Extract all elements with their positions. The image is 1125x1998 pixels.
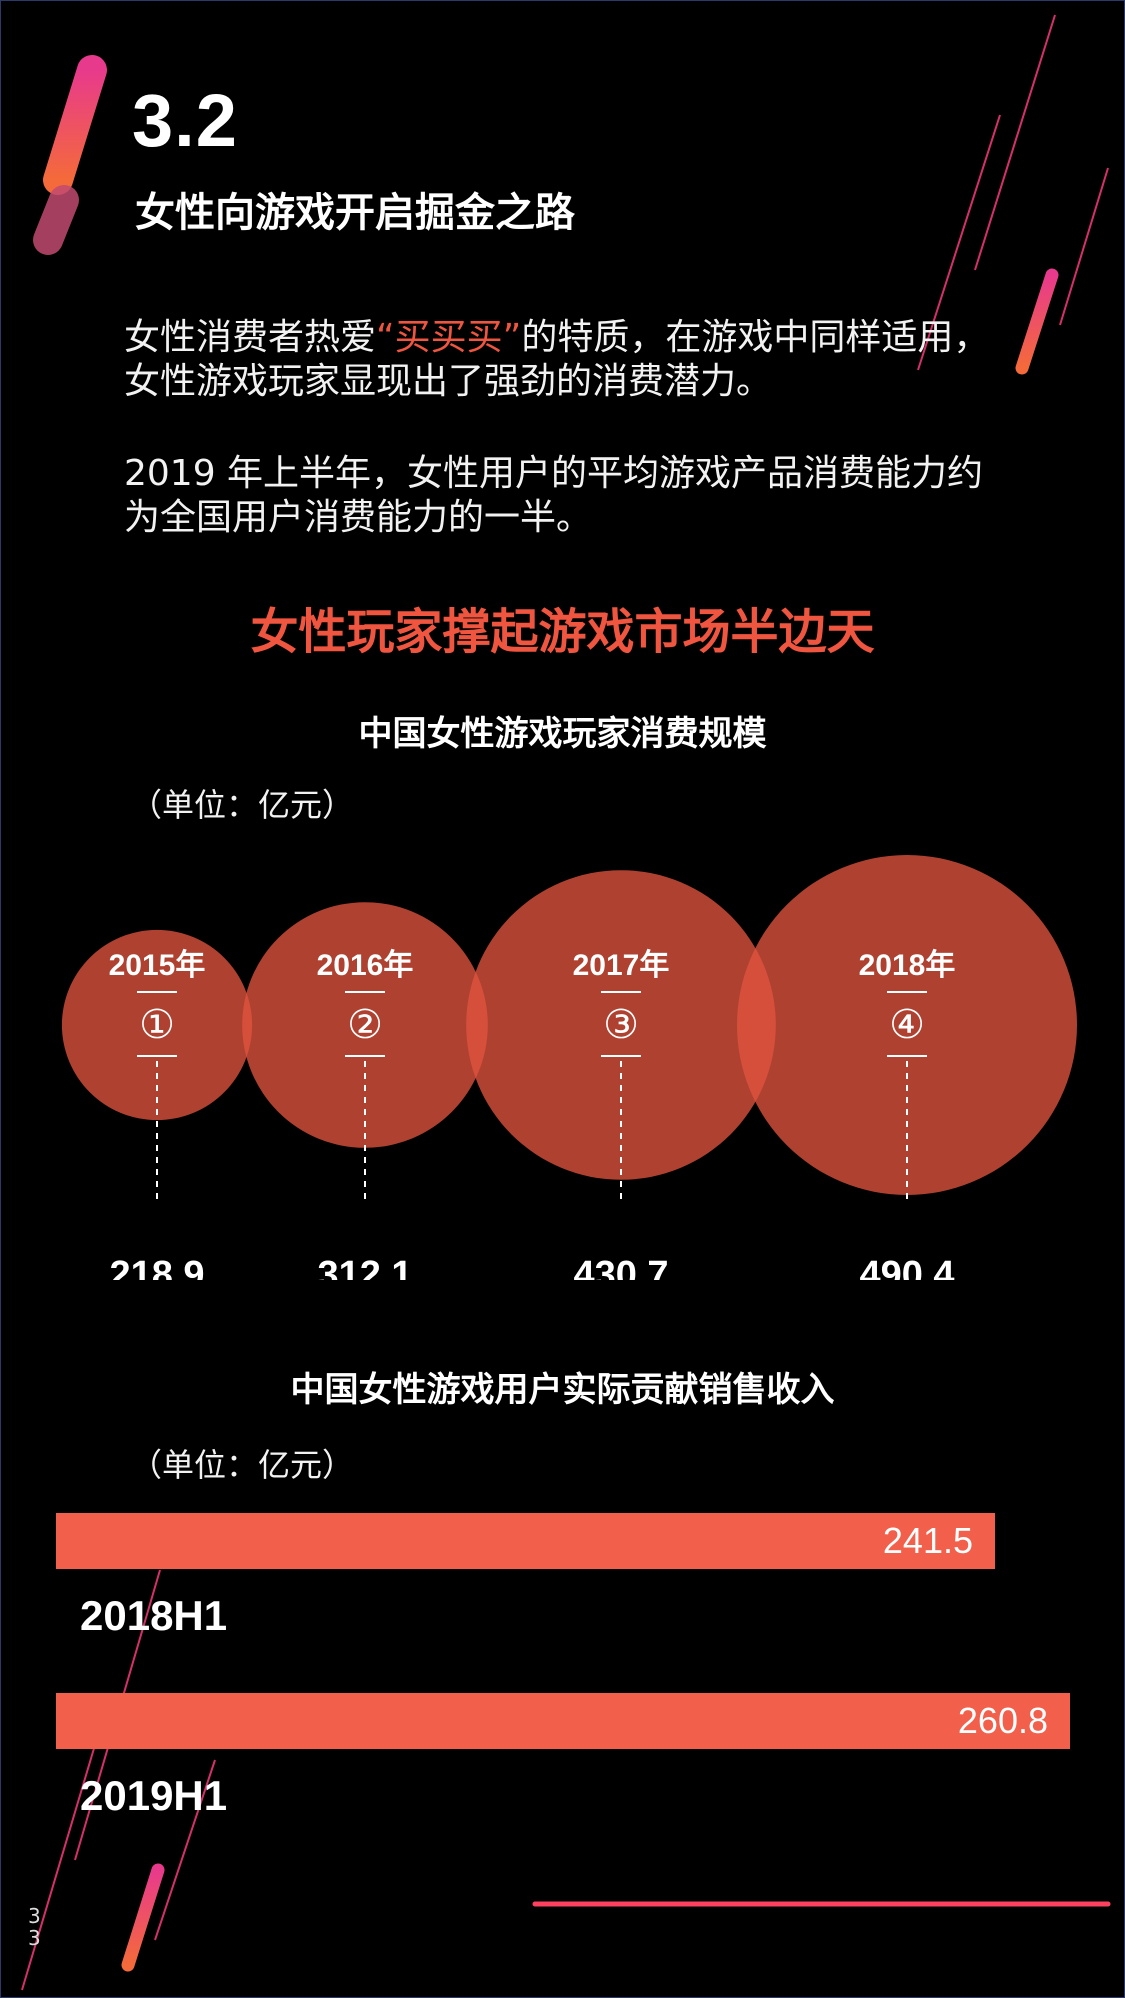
- line-deco: [154, 1759, 216, 1941]
- bubble-chart-title: 中国女性游戏玩家消费规模: [358, 714, 767, 754]
- intro-paragraph-2: 2019 年上半年，女性用户的平均游戏产品消费能力约为全国用户消费能力的一半。: [124, 453, 984, 538]
- bar-2019H1: [56, 1693, 1070, 1749]
- bubble-value-label: 430.7: [573, 1254, 668, 1280]
- bar-chart-title: 中国女性游戏用户实际贡献销售收入: [290, 1370, 835, 1410]
- bubble-2018年: [737, 855, 1077, 1195]
- bubble-marker: ①: [139, 1002, 175, 1048]
- bubble-year-label: 2018年: [859, 949, 956, 982]
- bubble-marker: ③: [603, 1002, 639, 1048]
- pill-deco: [1015, 268, 1059, 375]
- bar-category-label: 2018H1: [80, 1592, 227, 1639]
- bubble-2017年: [466, 870, 776, 1180]
- bubble-chart-unit: （单位：亿元）: [130, 786, 355, 824]
- section-number: 3.2: [132, 79, 238, 162]
- intro-highlight: “买买买”: [376, 317, 522, 358]
- line-deco: [1059, 167, 1109, 326]
- bubble-value-label: 218.9: [109, 1254, 204, 1280]
- line-deco: [21, 1744, 96, 1991]
- page-number: 33: [28, 1904, 41, 1950]
- headline: 女性玩家撑起游戏市场半边天: [250, 604, 875, 660]
- bubble-year-label: 2016年: [317, 949, 414, 982]
- bubble-year-label: 2017年: [573, 949, 670, 982]
- bar-value-label: 260.8: [958, 1700, 1048, 1741]
- bubble-2015年: [61, 929, 253, 1121]
- bubble-value-label: 312.1: [317, 1254, 412, 1280]
- pill-deco: [43, 55, 107, 195]
- bubble-year-label: 2015年: [109, 949, 206, 982]
- bubble-value-label: 490.4: [859, 1254, 954, 1280]
- bubble-2016年: [242, 902, 488, 1148]
- bar-chart: 241.5 2018H1 260.8 2019H1: [56, 1513, 1070, 1819]
- bubble-marker: ④: [889, 1002, 925, 1048]
- intro-text-after: 的特质，在游戏中同样适用，女性游戏玩家显现出了强劲的消费潜力。: [124, 317, 990, 402]
- line-deco: [974, 14, 1056, 271]
- bar-chart-unit: （单位：亿元）: [130, 1446, 355, 1484]
- section-title: 女性向游戏开启掘金之路: [135, 190, 575, 236]
- line-deco: [917, 114, 1001, 371]
- intro-text-before: 女性消费者热爱: [124, 317, 377, 358]
- bubble-chart: 2015年 ① 218.9 2016年 ② 312.1 2017年 ③ 430.7 2018年 ④ 4…: [61, 855, 1077, 1280]
- bar-category-label: 2019H1: [80, 1772, 227, 1819]
- pill-deco: [33, 185, 79, 255]
- bar-value-label: 241.5: [883, 1520, 973, 1561]
- bar-2018H1: [56, 1513, 995, 1569]
- intro-paragraph-1: 女性消费者热爱“买买买”的特质，在游戏中同样适用，女性游戏玩家显现出了强劲的消费…: [124, 316, 1004, 404]
- pill-deco: [121, 1863, 165, 1972]
- bubble-marker: ②: [347, 1002, 383, 1048]
